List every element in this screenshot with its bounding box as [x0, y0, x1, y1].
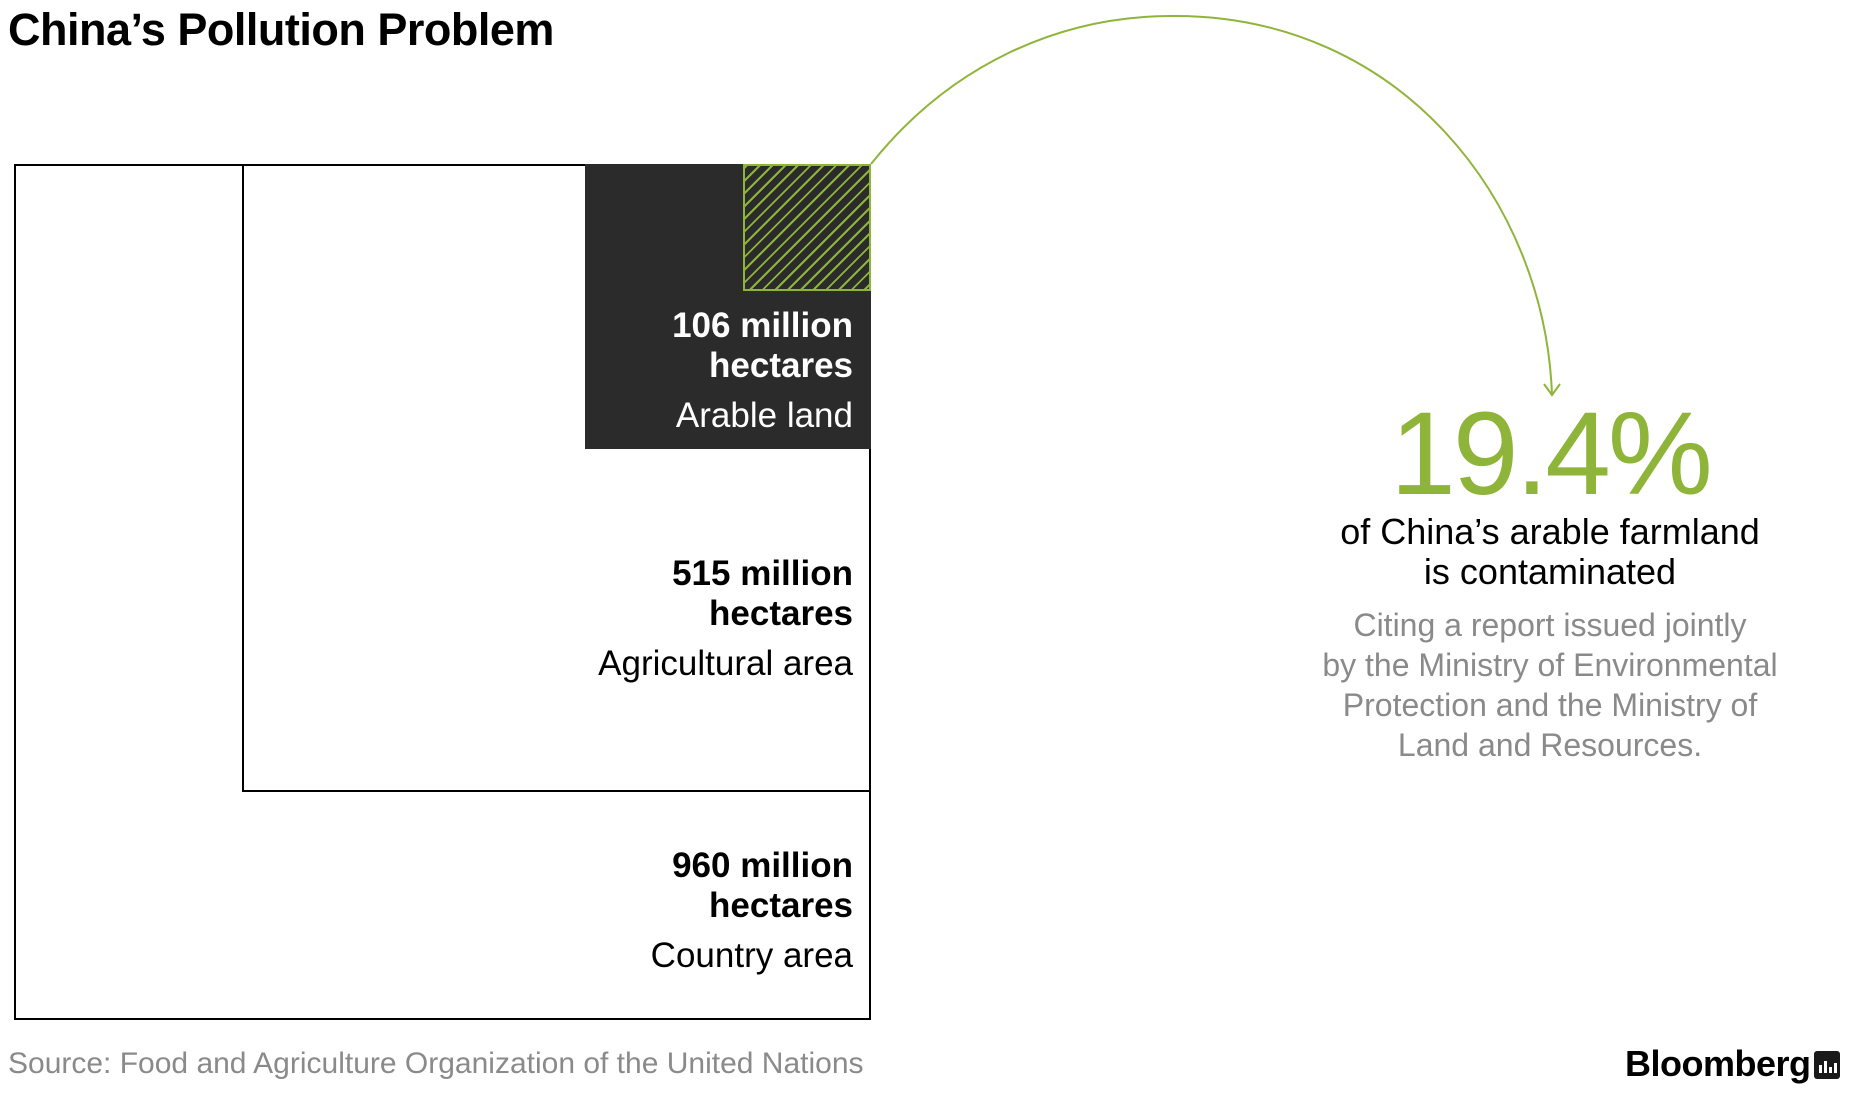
arable-land-value-line1: 106 million	[672, 306, 853, 345]
agricultural-area-value-line2: hectares	[709, 594, 853, 633]
connector-arc	[870, 14, 1553, 396]
agricultural-area-value-line1: 515 million	[672, 554, 853, 593]
arable-land-label: 106 million hectares Arable land	[672, 306, 853, 436]
note-line-1: Citing a report issued jointly	[1353, 607, 1747, 643]
country-area-category: Country area	[650, 936, 853, 975]
note-line-4: Land and Resources.	[1397, 727, 1703, 763]
source-note: Source: Food and Agriculture Organizatio…	[8, 1047, 864, 1080]
note-line-3: Protection and the Ministry of	[1342, 687, 1758, 723]
agricultural-area-square: 515 million hectares Agricultural area	[242, 164, 871, 792]
arable-land-category: Arable land	[675, 396, 853, 435]
contaminated-description: of China’s arable farmland is contaminat…	[1250, 512, 1850, 592]
country-area-label: 960 million hectares Country area	[651, 846, 853, 976]
country-area-value-line1: 960 million	[672, 846, 853, 885]
contaminated-percent: 19.4%	[1390, 388, 1713, 520]
note-line-2: by the Ministry of Environmental	[1322, 647, 1778, 683]
brand-logo: Bloomberg	[1625, 1043, 1811, 1084]
contaminated-farmland-square	[743, 164, 871, 291]
country-area-square: 960 million hectares Country area	[14, 164, 871, 1020]
agricultural-area-category: Agricultural area	[598, 644, 853, 683]
country-area-value-line2: hectares	[709, 886, 853, 925]
chart-title: China’s Pollution Problem	[8, 4, 554, 55]
citation-note: Citing a report issued jointly by the Mi…	[1250, 605, 1850, 765]
description-line-1: of China’s arable farmland	[1340, 511, 1760, 552]
arable-land-value-line2: hectares	[709, 346, 853, 385]
description-line-2: is contaminated	[1423, 551, 1677, 592]
agricultural-area-label: 515 million hectares Agricultural area	[598, 554, 853, 684]
bloomberg-chart-icon	[1814, 1051, 1840, 1079]
